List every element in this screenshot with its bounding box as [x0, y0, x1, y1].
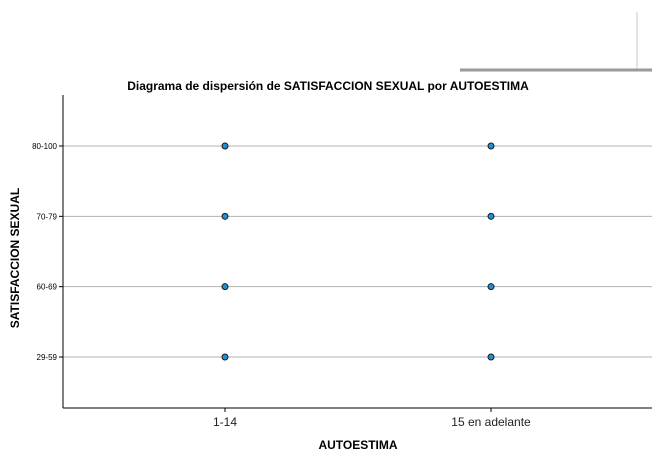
- chart-title: Diagrama de dispersión de SATISFACCION S…: [127, 79, 529, 93]
- data-point: [487, 283, 495, 291]
- data-points: [221, 142, 495, 361]
- x-tick-label: 1-14: [213, 415, 237, 429]
- y-tick-labels: 29-59 60-69 70-79 80-100: [32, 142, 63, 362]
- data-point: [487, 142, 495, 150]
- x-tick-labels: 1-14 15 en adelante: [213, 408, 531, 429]
- grid-lines: [63, 145, 652, 358]
- y-tick-label: 80-100: [32, 142, 57, 151]
- data-point: [221, 142, 229, 150]
- data-point: [221, 212, 229, 220]
- data-point: [221, 283, 229, 291]
- y-tick-label: 29-59: [37, 353, 58, 362]
- y-tick-label: 70-79: [37, 212, 58, 221]
- x-axis-label: AUTOESTIMA: [318, 438, 397, 451]
- y-axis-label: SATISFACCION SEXUAL: [8, 188, 22, 328]
- x-tick-label: 15 en adelante: [451, 415, 531, 429]
- data-point: [487, 353, 495, 361]
- y-tick-label: 60-69: [37, 283, 58, 292]
- data-point: [487, 212, 495, 220]
- data-point: [221, 353, 229, 361]
